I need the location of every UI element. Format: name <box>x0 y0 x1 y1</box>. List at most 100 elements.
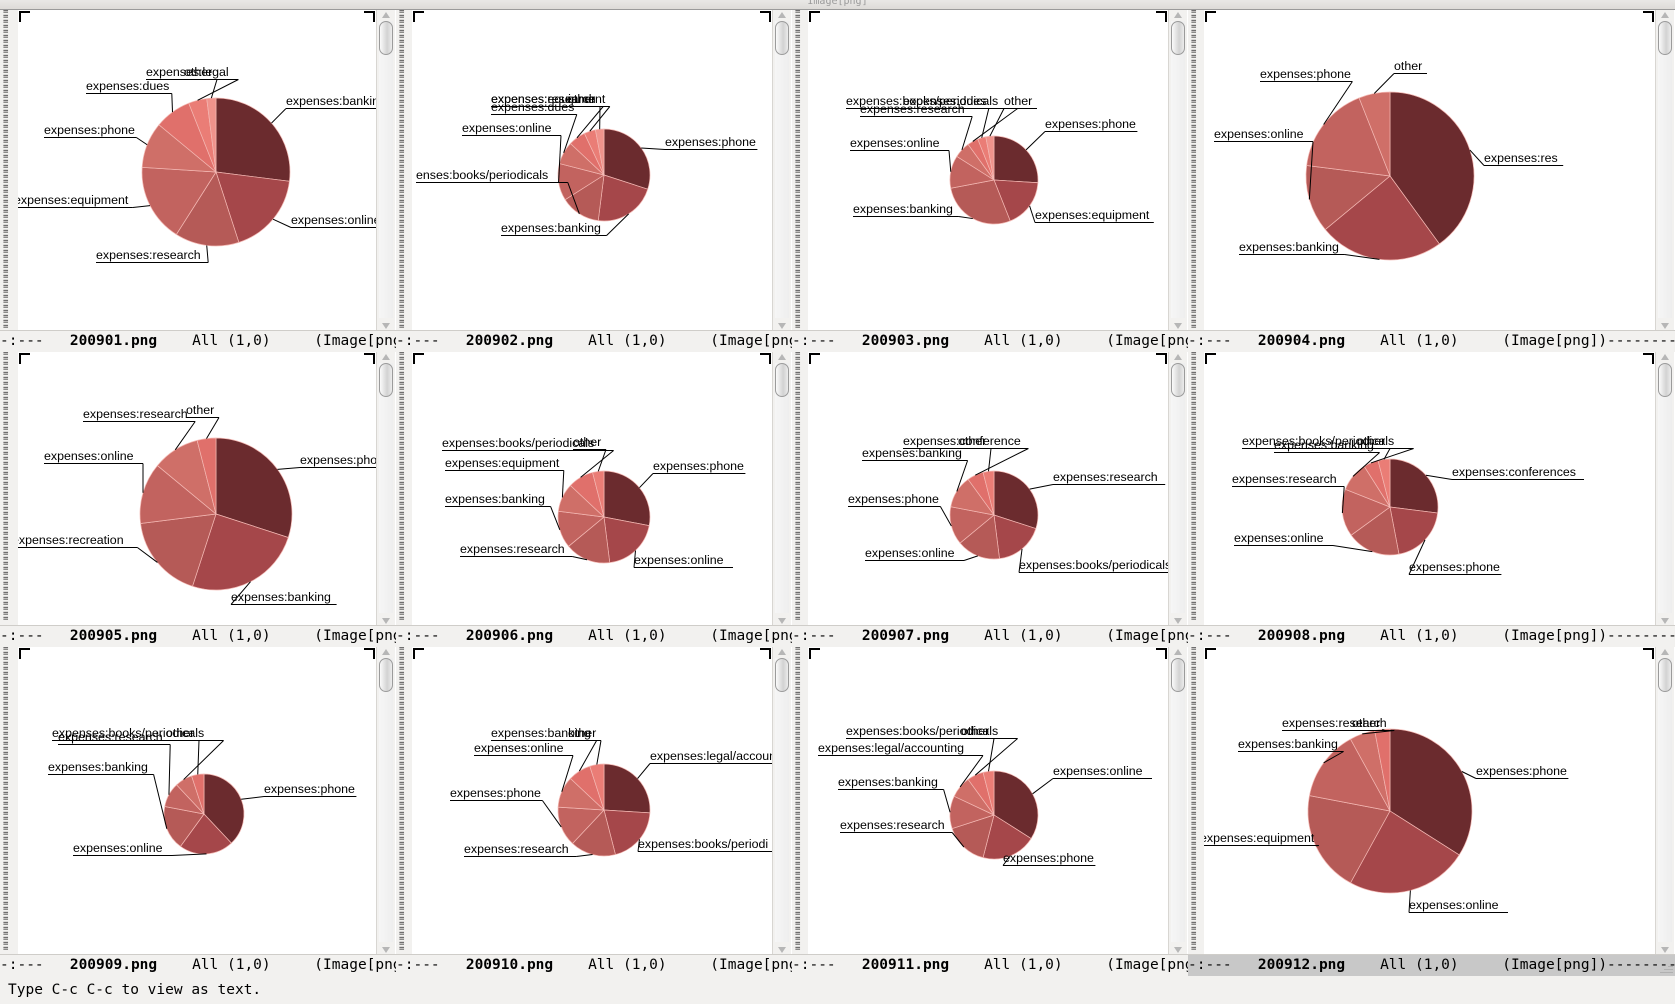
emacs-window-200901[interactable]: = = = = = = = = = = = = = = = = = = = = … <box>0 10 396 352</box>
image-canvas[interactable]: expenses:conferences expenses:phone expens… <box>1204 352 1675 626</box>
scroll-up-arrow-icon[interactable] <box>382 649 390 655</box>
pie-slice-label: enses:books/periodicals <box>416 168 548 182</box>
scroll-down-arrow-icon[interactable] <box>382 618 390 624</box>
mode-line[interactable]: -:--- 200911.png All (1,0) (Image[png])-… <box>792 954 1188 976</box>
vertical-scrollbar[interactable] <box>1655 647 1674 955</box>
mode-line[interactable]: -:--- 200908.png All (1,0) (Image[png])-… <box>1188 625 1675 647</box>
image-canvas[interactable]: expenses:legal/accoun expenses:books/peri… <box>412 647 792 955</box>
mode-line[interactable]: -:--- 200905.png All (1,0) (Image[png])-… <box>0 625 396 647</box>
scrollbar-thumb[interactable] <box>1171 21 1185 55</box>
resize-grip[interactable] <box>1659 960 1673 974</box>
scrollbar-thumb[interactable] <box>379 363 393 397</box>
vertical-scrollbar[interactable] <box>1655 10 1674 331</box>
image-canvas[interactable]: expenses:phone expenses:equipment expenses… <box>808 10 1188 331</box>
scroll-down-arrow-icon[interactable] <box>1661 323 1669 329</box>
scrollbar-thumb[interactable] <box>775 21 789 55</box>
scroll-down-arrow-icon[interactable] <box>1661 618 1669 624</box>
scrollbar-thumb[interactable] <box>1171 363 1185 397</box>
emacs-window-200908[interactable]: = = = = = = = = = = = = = = = = = = = = … <box>1188 352 1675 647</box>
mode-line[interactable]: -:--- 200904.png All (1,0) (Image[png])-… <box>1188 330 1675 352</box>
vertical-scrollbar[interactable] <box>772 352 791 626</box>
scroll-up-arrow-icon[interactable] <box>778 649 786 655</box>
scroll-down-arrow-icon[interactable] <box>382 323 390 329</box>
scroll-up-arrow-icon[interactable] <box>1174 12 1182 18</box>
scrollbar-thumb[interactable] <box>1658 21 1672 55</box>
emacs-window-200904[interactable]: = = = = = = = = = = = = = = = = = = = = … <box>1188 10 1675 352</box>
scroll-up-arrow-icon[interactable] <box>1174 649 1182 655</box>
scrollbar-trough[interactable] <box>1658 363 1672 613</box>
scroll-down-arrow-icon[interactable] <box>778 618 786 624</box>
scroll-up-arrow-icon[interactable] <box>778 354 786 360</box>
scrollbar-thumb[interactable] <box>379 658 393 692</box>
scroll-down-arrow-icon[interactable] <box>382 947 390 953</box>
scrollbar-trough[interactable] <box>379 21 393 318</box>
mode-line[interactable]: -:--- 200907.png All (1,0) (Image[png])-… <box>792 625 1188 647</box>
scrollbar-trough[interactable] <box>1171 658 1185 942</box>
vertical-scrollbar[interactable] <box>1655 352 1674 626</box>
image-canvas[interactable]: expenses:phone expenses:online expenses:re… <box>412 352 792 626</box>
label-leader-line <box>206 417 220 439</box>
vertical-scrollbar[interactable] <box>1168 10 1187 331</box>
emacs-window-200911[interactable]: = = = = = = = = = = = = = = = = = = = = … <box>792 647 1188 976</box>
scrollbar-trough[interactable] <box>775 658 789 942</box>
mode-line[interactable]: -:--- 200901.png All (1,0) (Image[png])-… <box>0 330 396 352</box>
mode-line[interactable]: -:--- 200909.png All (1,0) (Image[png])-… <box>0 954 396 976</box>
scroll-down-arrow-icon[interactable] <box>1661 947 1669 953</box>
emacs-window-200905[interactable]: = = = = = = = = = = = = = = = = = = = = … <box>0 352 396 647</box>
image-canvas[interactable]: expenses:research expenses:books/periodic… <box>808 352 1188 626</box>
scrollbar-trough[interactable] <box>379 363 393 613</box>
emacs-window-200909[interactable]: = = = = = = = = = = = = = = = = = = = = … <box>0 647 396 976</box>
vertical-scrollbar[interactable] <box>772 647 791 955</box>
scrollbar-trough[interactable] <box>775 363 789 613</box>
emacs-window-200907[interactable]: = = = = = = = = = = = = = = = = = = = = … <box>792 352 1188 647</box>
vertical-scrollbar[interactable] <box>376 10 395 331</box>
image-canvas[interactable]: expenses:banking expenses:online expenses:… <box>18 10 396 331</box>
emacs-window-200910[interactable]: = = = = = = = = = = = = = = = = = = = = … <box>396 647 792 976</box>
scroll-down-arrow-icon[interactable] <box>1174 323 1182 329</box>
mode-line[interactable]: -:--- 200906.png All (1,0) (Image[png])-… <box>396 625 792 647</box>
image-canvas[interactable]: expenses:phone expenses:banking expenses:r… <box>18 352 396 626</box>
scrollbar-trough[interactable] <box>379 658 393 942</box>
emacs-window-200906[interactable]: = = = = = = = = = = = = = = = = = = = = … <box>396 352 792 647</box>
scroll-down-arrow-icon[interactable] <box>778 947 786 953</box>
scroll-up-arrow-icon[interactable] <box>1661 354 1669 360</box>
image-canvas[interactable]: expenses:phone expenses:online expenses:eq… <box>1204 647 1675 955</box>
emacs-window-200912[interactable]: = = = = = = = = = = = = = = = = = = = = … <box>1188 647 1675 976</box>
mode-line[interactable]: -:--- 200902.png All (1,0) (Image[png])-… <box>396 330 792 352</box>
scroll-up-arrow-icon[interactable] <box>1174 354 1182 360</box>
pie-slice <box>203 773 245 844</box>
scroll-down-arrow-icon[interactable] <box>1174 947 1182 953</box>
scrollbar-thumb[interactable] <box>775 363 789 397</box>
scrollbar-trough[interactable] <box>1171 21 1185 318</box>
emacs-window-200903[interactable]: = = = = = = = = = = = = = = = = = = = = … <box>792 10 1188 352</box>
scroll-down-arrow-icon[interactable] <box>778 323 786 329</box>
image-canvas[interactable]: expenses:phone expenses:online expenses:ba… <box>18 647 396 955</box>
image-canvas[interactable]: expenses:res expenses:banking expenses:onl… <box>1204 10 1675 331</box>
vertical-scrollbar[interactable] <box>1168 352 1187 626</box>
vertical-scrollbar[interactable] <box>1168 647 1187 955</box>
scrollbar-thumb[interactable] <box>775 658 789 692</box>
scrollbar-trough[interactable] <box>1658 21 1672 318</box>
scroll-up-arrow-icon[interactable] <box>1661 649 1669 655</box>
scrollbar-thumb[interactable] <box>1658 363 1672 397</box>
mode-line[interactable]: -:--- 200910.png All (1,0) (Image[png])-… <box>396 954 792 976</box>
scrollbar-trough[interactable] <box>775 21 789 318</box>
scroll-up-arrow-icon[interactable] <box>382 354 390 360</box>
scroll-down-arrow-icon[interactable] <box>1174 618 1182 624</box>
emacs-window-200902[interactable]: = = = = = = = = = = = = = = = = = = = = … <box>396 10 792 352</box>
scrollbar-trough[interactable] <box>1171 363 1185 613</box>
scroll-up-arrow-icon[interactable] <box>382 12 390 18</box>
scroll-up-arrow-icon[interactable] <box>1661 12 1669 18</box>
mode-line[interactable]: -:--- 200903.png All (1,0) (Image[png])-… <box>792 330 1188 352</box>
scrollbar-trough[interactable] <box>1658 658 1672 942</box>
vertical-scrollbar[interactable] <box>772 10 791 331</box>
mode-line[interactable]: -:--- 200912.png All (1,0) (Image[png])-… <box>1188 954 1675 976</box>
scrollbar-thumb[interactable] <box>1171 658 1185 692</box>
scrollbar-thumb[interactable] <box>379 21 393 55</box>
vertical-scrollbar[interactable] <box>376 352 395 626</box>
scroll-up-arrow-icon[interactable] <box>778 12 786 18</box>
scrollbar-thumb[interactable] <box>1658 658 1672 692</box>
image-canvas[interactable]: expenses:online expenses:phone expenses:re… <box>808 647 1188 955</box>
image-canvas[interactable]: expenses:phone expenses:banking enses:book… <box>412 10 792 331</box>
vertical-scrollbar[interactable] <box>376 647 395 955</box>
